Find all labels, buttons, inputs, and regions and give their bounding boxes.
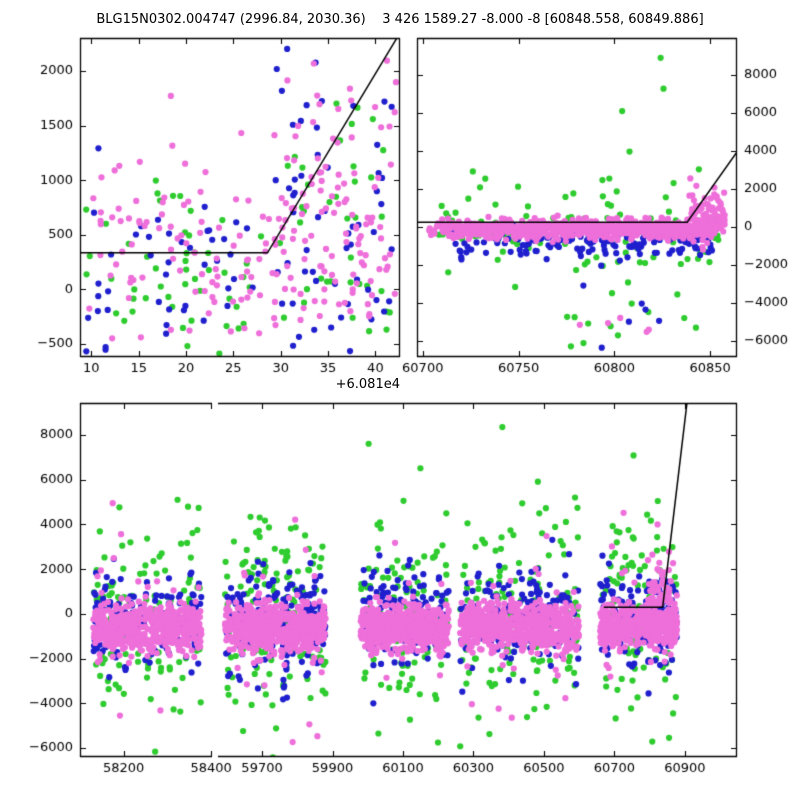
x-axis-offset-label: +6.081e4 [335,377,400,392]
figure-title: BLG15N0302.004747 (2996.84, 2030.36) 3 4… [96,12,704,27]
